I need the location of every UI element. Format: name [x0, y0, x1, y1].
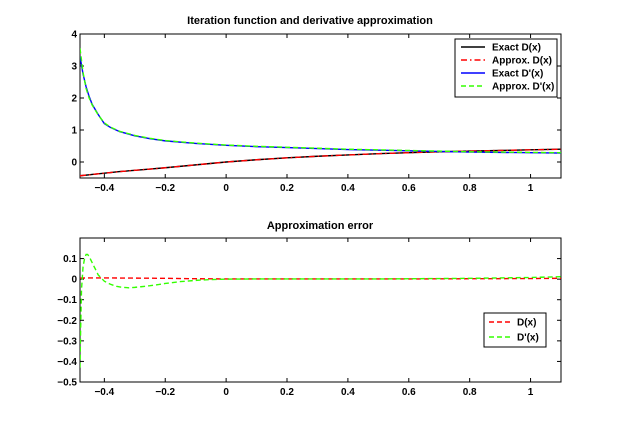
y-tick-label: 0	[71, 158, 77, 169]
x-tick-label: −0.2	[155, 387, 175, 398]
x-tick-label: 0.4	[341, 387, 355, 398]
top-plot-title: Iteration function and derivative approx…	[187, 15, 433, 27]
legend-label: Approx. D(x)	[492, 56, 552, 67]
legend-label: D(x)	[517, 318, 536, 329]
legend-label: D'(x)	[517, 333, 539, 344]
bottom-plot-legend: D(x) D'(x)	[483, 312, 547, 348]
x-tick-label: 1	[528, 183, 534, 194]
top-subplot: Iteration function and derivative approx…	[71, 15, 562, 194]
x-tick-label: 1	[528, 387, 534, 398]
x-tick-label: −0.4	[94, 183, 114, 194]
top-plot-ticks: −0.4 −0.2 0 0.2 0.4 0.6 0.8 1 0 1 2 3 4	[71, 30, 561, 194]
top-plot-lines	[80, 48, 561, 177]
x-tick-label: −0.2	[155, 183, 175, 194]
legend-label: Exact D'(x)	[492, 69, 543, 80]
x-tick-label: 0.6	[402, 387, 416, 398]
y-tick-label: −0.5	[57, 378, 77, 389]
x-tick-label: 0.8	[463, 183, 477, 194]
bottom-plot-title: Approximation error	[267, 220, 374, 232]
y-tick-label: −0.1	[57, 295, 77, 306]
x-tick-label: 0.4	[341, 183, 355, 194]
legend-label: Exact D(x)	[492, 43, 541, 54]
y-tick-label: 0.1	[63, 254, 77, 265]
y-tick-label: 2	[71, 94, 77, 105]
top-legend-box	[454, 38, 558, 98]
x-tick-label: 0.2	[280, 183, 294, 194]
y-tick-label: 4	[71, 30, 77, 41]
bottom-plot-frame	[79, 237, 562, 383]
bottom-plot-ticks: −0.4 −0.2 0 0.2 0.4 0.6 0.8 1 −0.5 −0.4 −0.3 −0.2 −0…	[57, 238, 561, 398]
series-line-3	[80, 48, 561, 154]
series-line-0	[80, 277, 561, 280]
y-tick-label: 1	[71, 126, 77, 137]
y-tick-label: 3	[71, 62, 77, 73]
y-tick-label: −0.2	[57, 316, 77, 327]
bottom-plot-lines	[80, 253, 561, 368]
x-tick-label: 0.8	[463, 387, 477, 398]
x-tick-label: −0.4	[94, 387, 114, 398]
y-tick-label: −0.3	[57, 336, 77, 347]
series-line-1	[80, 253, 561, 368]
bottom-legend-box	[483, 312, 547, 348]
x-tick-label: 0.2	[280, 387, 294, 398]
bottom-subplot: Approximation error −0.4 −0.2 0 0.2 0.4 0.6 0.…	[57, 220, 562, 398]
legend-label: Approx. D'(x)	[492, 82, 554, 93]
x-tick-label: 0.6	[402, 183, 416, 194]
x-tick-label: 0	[223, 387, 229, 398]
x-tick-label: 0	[223, 183, 229, 194]
top-plot-legend: Exact D(x) Approx. D(x) Exact D'(x) Approx.…	[454, 38, 558, 98]
y-tick-label: −0.4	[57, 357, 77, 368]
y-tick-label: 0	[71, 275, 77, 286]
